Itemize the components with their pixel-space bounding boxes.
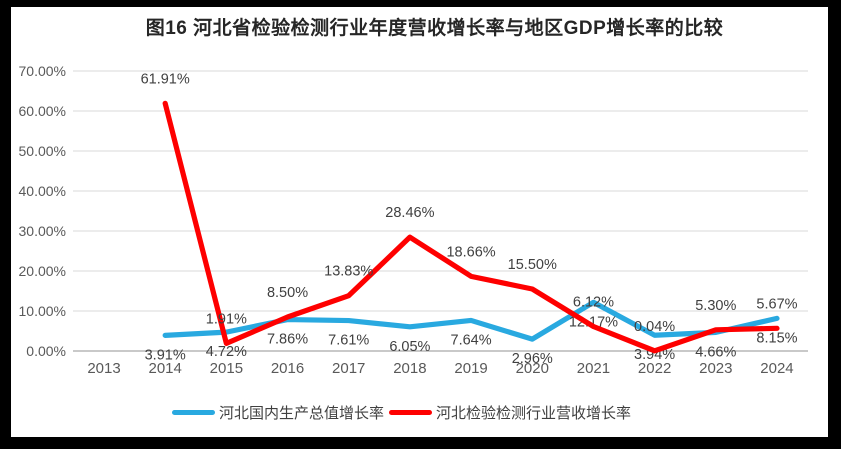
data-label: 4.66% [695, 344, 736, 360]
data-label: 28.46% [385, 205, 434, 221]
svg-text:70.00%: 70.00% [19, 63, 66, 79]
svg-text:2024: 2024 [760, 360, 793, 377]
data-label: 6.05% [389, 339, 430, 355]
chart-legend: 河北国内生产总值增长率 河北检验检测行业营收增长率 [11, 402, 828, 423]
data-label: 8.15% [756, 330, 797, 346]
legend-label-gdp-growth: 河北国内生产总值增长率 [218, 405, 384, 422]
svg-text:2020: 2020 [516, 360, 549, 377]
data-label: 4.72% [206, 344, 247, 360]
legend-label-industry-revenue-growth: 河北检验检测行业营收增长率 [436, 405, 632, 422]
svg-text:2019: 2019 [454, 360, 487, 377]
data-label: 6.12% [573, 295, 614, 311]
legend-line-swatch-red-icon [389, 410, 432, 415]
svg-text:30.00%: 30.00% [19, 223, 66, 239]
data-label: 7.64% [451, 332, 492, 348]
svg-text:2018: 2018 [393, 360, 426, 377]
data-label: 8.50% [267, 285, 308, 301]
data-label: 13.83% [324, 264, 373, 280]
svg-text:2017: 2017 [332, 360, 365, 377]
data-label: 5.30% [695, 298, 736, 314]
chart-area [11, 7, 828, 437]
svg-text:10.00%: 10.00% [19, 303, 66, 319]
data-label: 18.66% [446, 244, 495, 260]
svg-text:0.00%: 0.00% [26, 343, 66, 359]
legend-line-swatch-blue-icon [171, 410, 215, 415]
svg-text:2015: 2015 [210, 360, 243, 377]
svg-text:2022: 2022 [638, 360, 671, 377]
svg-text:2021: 2021 [577, 360, 610, 377]
svg-text:40.00%: 40.00% [19, 183, 66, 199]
series-line-1 [162, 100, 780, 354]
data-label: 3.94% [634, 347, 675, 363]
data-label: 2.96% [512, 351, 553, 367]
svg-text:2014: 2014 [148, 360, 181, 377]
data-label: 1.91% [206, 311, 247, 327]
svg-text:60.00%: 60.00% [19, 103, 66, 119]
svg-text:20.00%: 20.00% [19, 263, 66, 279]
svg-text:2023: 2023 [699, 360, 732, 377]
legend-item-industry-revenue-growth: 河北检验检测行业营收增长率 [389, 402, 631, 423]
data-label: 3.91% [145, 347, 186, 363]
data-label: 7.86% [267, 332, 308, 348]
svg-text:50.00%: 50.00% [19, 143, 66, 159]
data-label: 0.04% [634, 319, 675, 335]
data-label: 5.67% [756, 296, 797, 312]
svg-text:2013: 2013 [87, 360, 120, 377]
legend-item-gdp-growth: 河北国内生产总值增长率 [171, 402, 384, 423]
data-label: 7.61% [328, 333, 369, 349]
data-label: 15.50% [508, 257, 557, 273]
data-label: 61.91% [141, 71, 190, 87]
svg-text:2016: 2016 [271, 360, 304, 377]
chart-title: 图16 河北省检验检测行业年度营收增长率与地区GDP增长率的比较 [145, 18, 724, 39]
